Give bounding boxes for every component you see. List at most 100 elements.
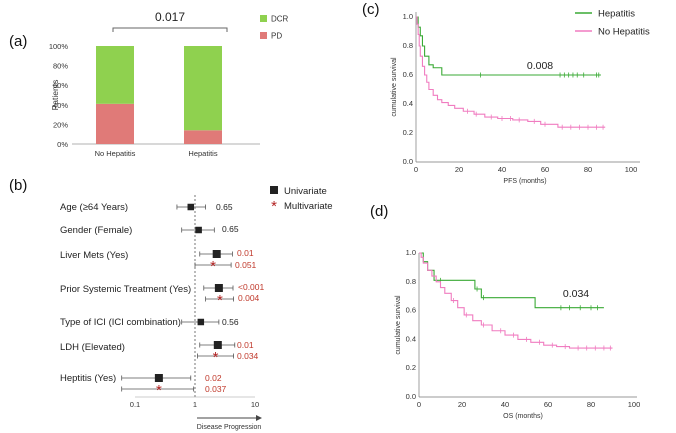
c-xtick-4: 80 [584,165,592,174]
forest-p-uni-5: 0.01 [237,340,254,350]
forest-p-uni-0: 0.65 [216,202,233,212]
c-xtick-5: 100 [625,165,638,174]
b-xtick-0: 0.1 [130,400,140,409]
b-xtick-2: 10 [251,400,259,409]
a-ylabel: Patients [50,80,60,111]
b-xlabel: Disease Progression [197,424,262,431]
forest-row-label-5: LDH (Elevated) [60,342,125,353]
bar-dcr-1 [184,46,222,131]
forest-marks: **** [121,203,236,399]
hr-uni-0 [187,203,195,211]
hr-uni-5 [213,341,222,349]
d-xtick-0: 0 [417,400,421,409]
hr-uni-1 [195,226,202,234]
progression-arrow-head [256,415,262,421]
c-curves [416,16,606,130]
forest-row-label-1: Gender (Female) [60,225,132,236]
forest-row-label-4: Type of ICI (ICI combination) [60,317,181,328]
a-xtick-1: Hepatitis [188,149,217,158]
c-yticks: 0.0 0.2 0.4 0.6 0.8 1.0 [403,12,413,166]
d-curve-no-hepatitis [419,252,613,349]
panel-b: (b) 0.1 1 10 Disease Progression Univari… [9,177,333,431]
panel-d: (d) cumulative survival OS (months) 0.0 … [370,203,640,420]
pvalue-a: 0.017 [155,10,185,24]
panel-b-label: (b) [9,177,27,194]
d-xlabel: OS (months) [503,413,543,420]
a-bars [96,46,222,144]
d-ytick-3: 0.6 [406,306,416,315]
a-ytick-5: 100% [49,42,69,51]
hr-uni-2 [212,250,221,258]
d-ytick-2: 0.4 [406,334,416,343]
a-ytick-3: 60% [53,81,68,90]
c-xtick-3: 60 [541,165,549,174]
d-ytick-0: 0.0 [406,392,416,401]
panel-d-label: (d) [370,203,388,220]
a-ytick-1: 20% [53,120,68,129]
c-xticks: 0 20 40 60 80 100 [414,165,637,174]
forest-p-multi-2: 0.051 [235,260,257,270]
forest-p-multi-3: 0.004 [238,293,260,303]
d-ytick-1: 0.2 [406,363,416,372]
c-xtick-1: 20 [455,165,463,174]
legend-univariate-marker [270,186,278,194]
hr-multi-5: * [213,349,219,366]
d-xtick-1: 20 [458,400,466,409]
c-xtick-0: 0 [414,165,418,174]
d-ytick-5: 1.0 [406,248,416,257]
panel-a: (a) 0.017 Patients 0% 20% 40% 60% 80% 10… [9,10,289,158]
legend-dcr-label: DCR [271,15,289,24]
c-legend-nohepatitis-label: No Hepatitis [598,27,650,38]
legend-dcr-swatch [260,15,267,22]
d-curves [419,252,613,351]
panel-a-label: (a) [9,33,27,50]
a-ytick-0: 0% [57,140,68,149]
d-curve-hepatitis [419,252,604,309]
c-legend-hepatitis-label: Hepatitis [598,9,635,20]
c-ytick-5: 1.0 [403,12,413,21]
panel-c-label: (c) [362,1,380,18]
hr-multi-3: * [217,292,223,309]
forest-p-uni-1: 0.65 [222,224,239,234]
c-ylabel: cumulative survival [391,57,398,117]
hr-uni-3 [214,284,223,292]
d-xtick-3: 60 [544,400,552,409]
forest-p-uni-4: 0.56 [222,317,239,327]
legend-pd-swatch [260,32,267,39]
c-xlabel: PFS (months) [503,178,546,185]
legend-univariate-label: Univariate [284,186,327,197]
a-yticks: 0% 20% 40% 60% 80% 100% [49,42,69,149]
d-pvalue: 0.034 [563,288,589,300]
c-curve-hepatitis [416,16,601,76]
hr-multi-6: * [156,382,162,399]
legend-multivariate-label: Multivariate [284,201,333,212]
forest-row-label-0: Age (≥64 Years) [60,202,128,213]
d-xtick-5: 100 [628,400,641,409]
c-ytick-1: 0.2 [403,128,413,137]
c-ytick-3: 0.6 [403,70,413,79]
d-xtick-2: 40 [501,400,509,409]
d-yticks: 0.0 0.2 0.4 0.6 0.8 1.0 [406,248,416,401]
c-xtick-2: 40 [498,165,506,174]
hr-uni-6 [154,374,163,382]
forest-row-label-6: Heptitis (Yes) [60,373,116,384]
bar-pd-0 [96,103,134,144]
forest-row-label-3: Prior Systemic Treatment (Yes) [60,284,191,295]
bar-dcr-0 [96,46,134,104]
legend-pd-label: PD [271,32,282,41]
a-xtick-0: No Hepatitis [95,149,136,158]
d-ytick-4: 0.8 [406,277,416,286]
c-curve-no-hepatitis [416,16,606,128]
c-pvalue: 0.008 [527,60,553,72]
hr-uni-4 [197,318,205,326]
bar-pd-1 [184,130,222,144]
c-ytick-2: 0.4 [403,99,413,108]
forest-p-multi-5: 0.034 [237,351,259,361]
forest-p-uni-6: 0.02 [205,373,222,383]
c-ytick-4: 0.8 [403,41,413,50]
hr-multi-2: * [210,258,216,275]
legend-multivariate-marker: * [271,198,277,215]
a-ytick-2: 40% [53,101,68,110]
pvalue-bracket [112,27,228,32]
d-xticks: 0 20 40 60 80 100 [417,400,640,409]
